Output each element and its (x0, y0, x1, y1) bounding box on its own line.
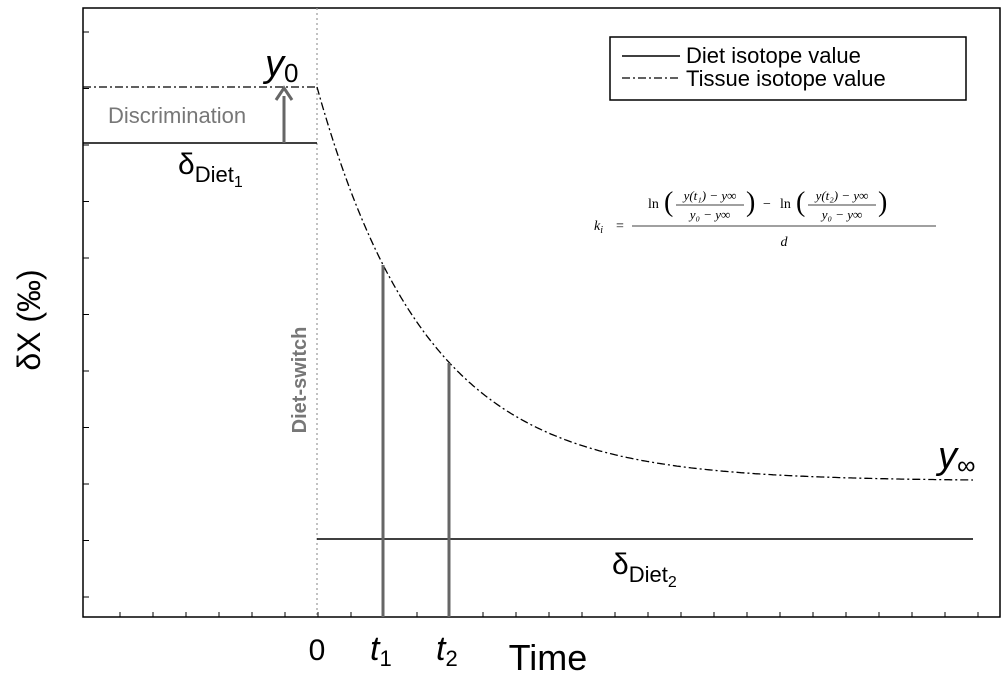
formula: ki = ln ( y(t₁) − y∞ y₀ − y∞ ) − ln ( y(… (594, 187, 936, 250)
y0-sub: 0 (284, 58, 298, 88)
num2: y(t₂) − y∞ (814, 188, 869, 203)
t2-sub: 2 (445, 646, 457, 671)
minus: − (763, 197, 771, 212)
t1-main: t (370, 630, 381, 668)
tissue-curve (316, 86, 973, 481)
delta: δ (612, 548, 629, 581)
y-inf-sub: ∞ (957, 450, 976, 480)
den2: y₀ − y∞ (820, 207, 863, 222)
den1: y₀ − y∞ (688, 207, 731, 222)
paren: ( (664, 187, 673, 218)
t1-sub: 1 (379, 646, 391, 671)
x-axis-label: Time (509, 637, 588, 676)
diet-switch-label: Diet-switch (289, 327, 311, 434)
paren: ( (796, 187, 805, 218)
formula-eq: = (616, 219, 624, 234)
delta: δ (178, 148, 195, 181)
formula-k: ki (594, 219, 603, 236)
diet-sub: Diet (629, 562, 668, 587)
denominator: d (781, 235, 789, 250)
y-inf-main: y (935, 435, 959, 477)
diet-sub: Diet (195, 162, 234, 187)
plot-frame (82, 7, 1001, 618)
diet-subsub: 2 (668, 574, 677, 591)
y-inf-label: y∞ (935, 435, 976, 480)
legend-label: Diet isotope value (686, 43, 861, 68)
y0-main: y (262, 43, 286, 85)
k: k (594, 219, 601, 234)
i: i (600, 225, 603, 236)
paren: ) (746, 187, 755, 218)
t2-main: t (436, 630, 447, 668)
t1-label: t1 (370, 630, 392, 671)
legend-label: Tissue isotope value (686, 66, 886, 91)
delta-diet1: δDiet1 (178, 148, 243, 191)
diet-subsub: 1 (234, 174, 243, 191)
num1: y(t₁) − y∞ (682, 188, 737, 203)
y-axis-label: δX (‰) (11, 269, 47, 370)
ln: ln (780, 197, 791, 212)
t2-label: t2 (436, 630, 458, 671)
discrimination-label: Discrimination (108, 103, 246, 128)
legend-box (609, 36, 967, 101)
y0-label: y0 (262, 43, 298, 88)
arrow-head (274, 85, 294, 101)
origin-label: 0 (309, 634, 326, 667)
ln: ln (648, 197, 659, 212)
paren: ) (878, 187, 887, 218)
delta-diet2: δDiet2 (612, 548, 677, 591)
